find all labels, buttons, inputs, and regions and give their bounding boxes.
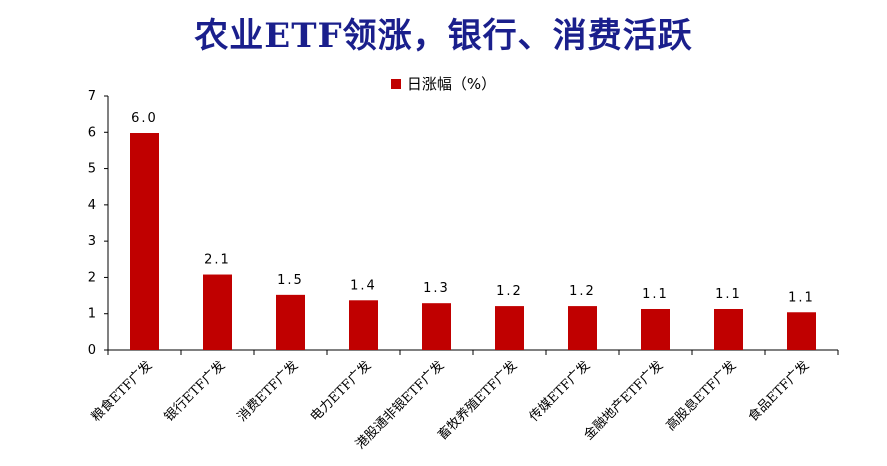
category-labels: 粮食ETF广发 银行ETF广发 消费ETF广发 电力ETF广发港股通非银ETF广发畜牧… <box>88 358 812 453</box>
bar <box>714 308 743 350</box>
chart-title: 农业ETF领涨，银行、消费活跃 <box>194 16 693 56</box>
y-tick-label: 5 <box>88 162 96 177</box>
data-labels: 6.0 2.1 1.5 1.4 1.3 1.2 1.2 1.1 1.1 1.1 <box>131 111 815 305</box>
y-tick-label: 3 <box>88 234 96 249</box>
bar <box>276 294 305 350</box>
data-label: 1.1 <box>788 290 815 305</box>
data-label: 1.1 <box>642 287 669 302</box>
bar <box>641 308 670 350</box>
category-label: 传媒ETF广发 <box>526 358 593 425</box>
bar <box>130 133 159 350</box>
bar <box>495 306 524 350</box>
data-label: 1.2 <box>569 284 596 299</box>
bar <box>568 306 597 350</box>
y-tick-label: 0 <box>88 343 96 358</box>
category-label: 高股息ETF广发 <box>663 358 740 435</box>
legend: 日涨幅（%） <box>0 73 887 94</box>
data-label: 1.3 <box>423 281 450 296</box>
category-label: 食品ETF广发 <box>745 358 812 425</box>
category-label: 金融地产ETF广发 <box>581 358 667 444</box>
bar <box>422 303 451 350</box>
data-label: 1.4 <box>350 278 377 293</box>
bars <box>130 133 816 350</box>
y-tick-label: 6 <box>88 125 96 140</box>
data-label: 1.2 <box>496 284 523 299</box>
legend-swatch <box>390 79 401 89</box>
data-label: 2.1 <box>204 253 231 268</box>
y-tick-label: 7 <box>88 89 96 104</box>
data-label: 1.5 <box>277 273 304 288</box>
category-label: 粮食ETF广发 <box>88 358 155 425</box>
y-tick-label: 1 <box>88 307 96 322</box>
data-label: 1.1 <box>715 287 742 302</box>
category-label: 银行ETF广发 <box>161 358 228 425</box>
category-label: 电力ETF广发 <box>307 358 374 425</box>
category-label: 畜牧养殖ETF广发 <box>435 358 521 444</box>
bar <box>349 300 378 350</box>
bar <box>203 274 232 350</box>
y-tick-label: 4 <box>88 198 96 213</box>
legend-label: 日涨幅（%） <box>406 75 497 93</box>
category-label: 消费ETF广发 <box>234 358 301 425</box>
bar <box>787 312 816 350</box>
y-tick-label: 2 <box>88 270 96 285</box>
data-label: 6.0 <box>131 111 158 126</box>
